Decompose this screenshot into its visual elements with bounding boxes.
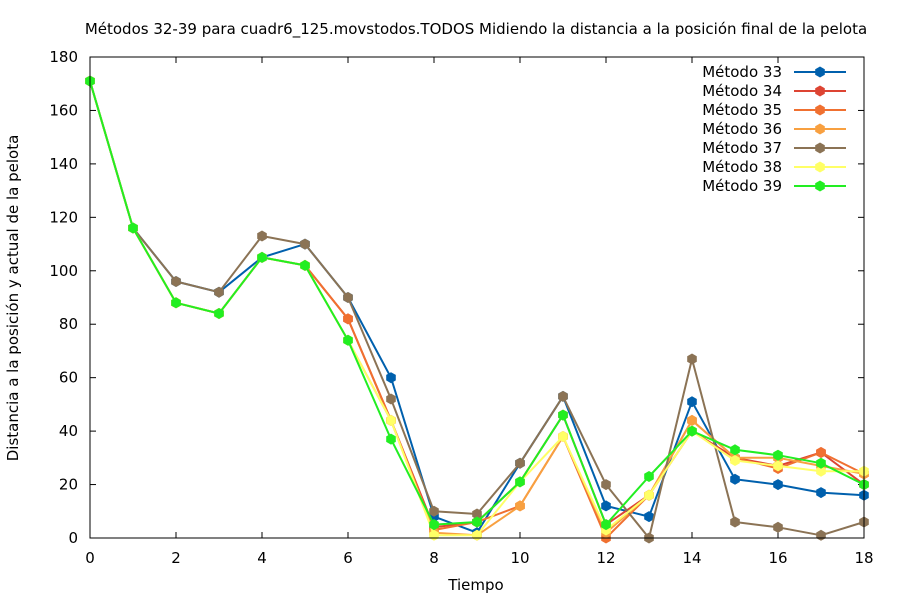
data-point [257,230,267,242]
data-point [343,313,353,325]
data-point [214,308,224,319]
data-point [816,487,826,499]
data-point [816,457,826,469]
y-tick-label: 120 [49,208,78,226]
data-point [300,238,310,250]
data-point [773,521,783,533]
data-point [472,508,482,520]
y-tick-label: 20 [59,476,78,494]
legend-item: Método 36 [702,120,846,138]
data-point [601,479,611,491]
legend-marker [815,142,825,154]
data-point [343,292,353,303]
chart-title: Métodos 32-39 para cuadr6_125.movstodos.… [85,20,867,39]
data-point [128,222,138,234]
legend-marker [815,104,825,116]
legend-label: Método 33 [702,63,782,81]
y-tick-label: 160 [49,101,78,119]
data-point [644,511,654,523]
data-point [816,447,826,458]
x-tick-label: 4 [257,549,267,567]
data-point [515,457,525,469]
data-point [601,519,611,531]
data-point [171,276,181,287]
y-tick-label: 100 [49,262,78,280]
data-point [773,449,783,461]
x-tick-label: 12 [596,549,615,567]
data-point [687,425,697,437]
data-point [214,286,224,298]
x-tick-label: 18 [854,549,873,567]
legend-item: Método 39 [702,177,846,195]
legend-item: Método 34 [702,82,846,100]
y-axis-label: Distancia a la posición y actual de la p… [4,135,22,462]
data-point [300,259,310,271]
legend-label: Método 34 [702,82,782,100]
data-point [343,334,353,346]
data-point [472,516,482,528]
legend-label: Método 36 [702,120,782,138]
data-point [386,372,396,384]
data-point [601,500,611,512]
data-point [386,414,396,426]
plot-area [85,75,869,544]
x-axis-label: Tiempo [447,576,503,594]
data-point [386,393,396,405]
data-point [687,414,697,426]
data-point [429,519,439,531]
plot-frame [89,56,865,539]
data-point [558,390,568,402]
legend-marker [815,161,825,173]
data-point [171,297,181,309]
y-tick-label: 60 [59,369,78,387]
data-point [644,489,654,501]
x-tick-label: 6 [343,549,353,567]
legend-label: Método 37 [702,139,782,157]
data-point [386,433,396,445]
data-point [816,465,826,477]
x-tick-label: 2 [171,549,181,567]
data-point [644,471,654,482]
axis-ticks: 0 20 40 60 80 100 120 140 160 180 0 2 4 6 8 10 12 14 16 18 [49,48,873,567]
data-point [773,479,783,491]
data-point [687,396,697,408]
data-point [730,444,740,456]
legend-label: Método 39 [702,177,782,195]
x-tick-label: 10 [510,549,529,567]
legend-item: Método 33 [702,63,846,81]
data-point [257,251,267,263]
data-point [515,500,525,512]
y-tick-label: 140 [49,155,78,173]
x-tick-label: 14 [682,549,701,567]
data-point [515,476,525,488]
data-point [730,473,740,485]
legend-item: Método 35 [702,101,846,119]
data-point [730,516,740,528]
legend-label: Método 35 [702,101,782,119]
y-tick-label: 180 [49,48,78,66]
data-point [816,529,826,541]
x-tick-label: 0 [85,549,95,567]
legend-item: Método 37 [702,139,846,157]
legend-marker [815,66,825,78]
data-point [730,455,740,466]
legend-item: Método 38 [702,158,846,176]
legend-label: Método 38 [702,158,782,176]
y-tick-label: 40 [59,422,78,440]
y-tick-label: 80 [59,315,78,333]
data-point [773,460,783,472]
y-tick-label: 0 [68,529,78,547]
data-point [558,409,568,421]
data-point [429,505,439,517]
series-7 [85,75,869,531]
data-point [687,353,697,365]
x-tick-label: 8 [429,549,439,567]
legend-marker [815,180,825,192]
data-point [558,431,568,442]
x-tick-label: 16 [768,549,787,567]
legend-marker [815,85,825,97]
legend-marker [815,123,825,135]
